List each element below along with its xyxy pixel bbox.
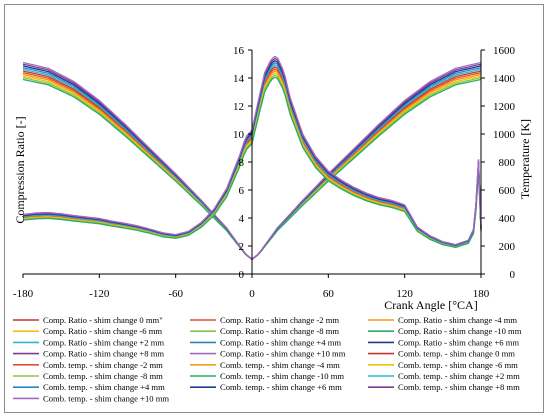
x-axis-title: Crank Angle [°CA]: [384, 298, 477, 312]
legend-entry: Comb. temp. - shim change -10 mm: [220, 371, 344, 381]
y2-tick-label: 400: [499, 213, 516, 225]
x-tick-label: 120: [396, 288, 413, 300]
y-tick-label: 0: [239, 269, 245, 281]
x-tick-label: -180: [13, 288, 34, 300]
y-tick-label: 12: [233, 101, 244, 113]
legend-entry: Comb. temp. - shim change -8 mm: [43, 371, 163, 381]
legend-entry: Comb. temp. - shim change +6 mm: [220, 382, 342, 392]
x-tick-label: -120: [89, 288, 110, 300]
y-axis-title: Compression Ratio [-]: [13, 116, 27, 223]
y-tick-label: 14: [233, 73, 245, 85]
legend-entry: Comp. Ratio - shim change -4 mm: [398, 315, 517, 325]
y2-tick-label: 1200: [493, 101, 516, 113]
y-tick-label: 16: [233, 45, 245, 57]
legend-entry: Comb. temp. - shim change +10 mm: [43, 393, 169, 403]
y2-tick-label: 200: [499, 241, 516, 253]
x-tick-label: 180: [473, 288, 490, 300]
x-tick-label: -60: [168, 288, 183, 300]
y2-tick-label: 600: [499, 185, 516, 197]
legend-entry: Comp. Ratio - shim change +4 mm: [220, 337, 341, 347]
legend: Comp. Ratio - shim change 0 mm" Comp. Rat…: [13, 315, 522, 403]
legend-entry: Comb. temp. - shim change +8 mm: [398, 382, 520, 392]
legend-entry: Comb. temp. - shim change +4 mm: [43, 382, 165, 392]
chart-frame: -180 -120 -60 0 60 120 180 0 2 4 6 8 10 12 14 16 0 200 400…: [4, 4, 544, 413]
y2-tick-label: 800: [499, 157, 516, 169]
y2-tick-label: 1000: [493, 129, 516, 141]
x-tick-label: 60: [323, 288, 335, 300]
legend-entry: Comb. temp. - shim change -4 mm: [220, 360, 340, 370]
legend-entry: Comp. Ratio - shim change 0 mm": [43, 315, 163, 325]
axes: -180 -120 -60 0 60 120 180 0 2 4 6 8 10 12 14 16 0 200 400…: [13, 45, 532, 312]
legend-entry: Comp. Ratio - shim change -6 mm: [43, 326, 162, 336]
y-tick-label: 2: [239, 241, 245, 253]
y-tick-label: 6: [239, 185, 245, 197]
legend-entry: Comp. Ratio - shim change +10 mm: [220, 349, 346, 359]
legend-entry: Comp. Ratio - shim change +6 mm: [398, 337, 519, 347]
y-tick-label: 8: [239, 157, 245, 169]
y2-tick-label: 1600: [493, 45, 516, 57]
legend-entry: Comb. temp. - shim change -6 mm: [398, 360, 518, 370]
legend-entry: Comp. Ratio - shim change +2 mm: [43, 337, 164, 347]
legend-entry: Comb. temp. - shim change +2 mm: [398, 371, 520, 381]
y-tick-label: 10: [233, 129, 245, 141]
legend-entry: Comp. Ratio - shim change -10 mm: [398, 326, 522, 336]
y-tick-label: 4: [239, 213, 245, 225]
x-tick-label: 0: [249, 288, 255, 300]
y2-tick-label: 1400: [493, 73, 516, 85]
y2-axis-title: Temperature [K]: [518, 119, 532, 199]
legend-entry: Comp. Ratio - shim change -8 mm: [220, 326, 339, 336]
legend-entry: Comp. Ratio - shim change +8 mm: [43, 349, 164, 359]
legend-entry: Comb. temp. - shim change -2 mm: [43, 360, 163, 370]
y2-tick-label: 0: [510, 269, 516, 281]
chart-svg: -180 -120 -60 0 60 120 180 0 2 4 6 8 10 12 14 16 0 200 400…: [13, 45, 532, 403]
legend-entry: Comp. Ratio - shim change -2 mm: [220, 315, 339, 325]
legend-entry: Comb. temp. - shim change 0 mm: [398, 349, 515, 359]
